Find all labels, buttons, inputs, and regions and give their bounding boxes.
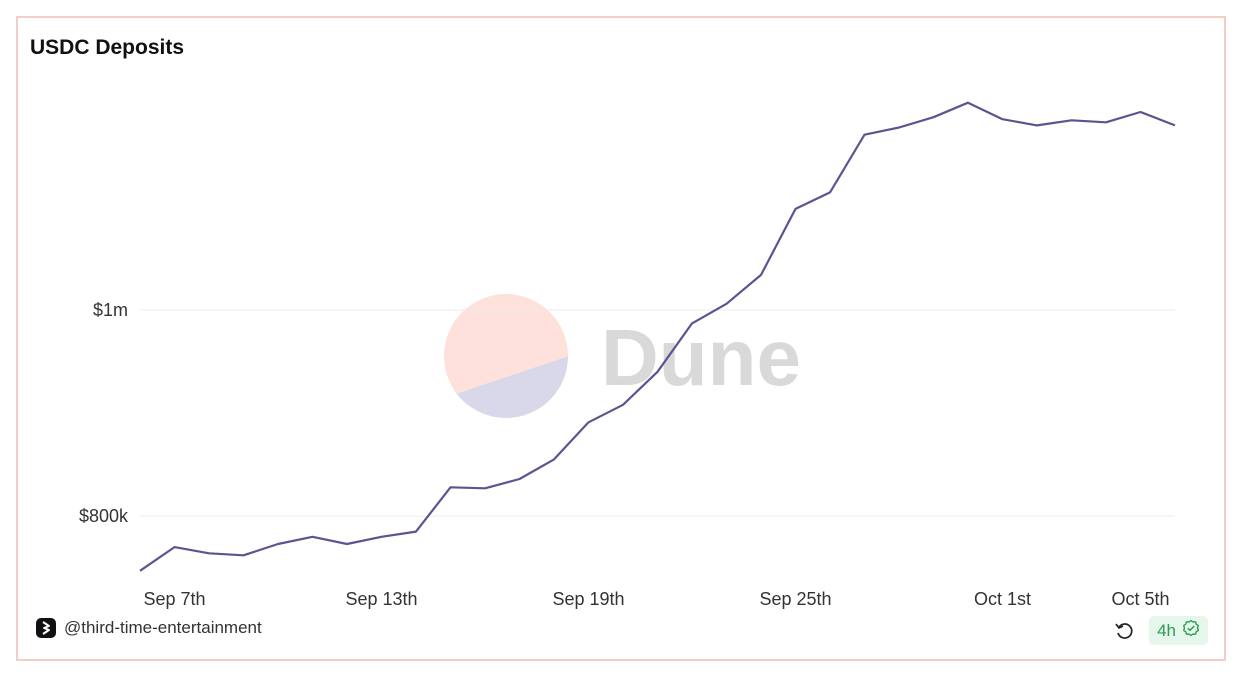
data-point[interactable] <box>792 205 800 213</box>
footer-actions: 4h <box>1113 616 1208 645</box>
data-point[interactable] <box>1033 121 1041 129</box>
y-axis: $800k $1m <box>79 300 129 526</box>
x-axis: Sep 7th Sep 13th Sep 19th Sep 25th Oct 1st Oc… <box>143 589 1169 609</box>
data-point[interactable] <box>688 319 696 327</box>
data-point[interactable] <box>930 113 938 121</box>
dune-logo-icon <box>36 618 56 638</box>
chart-title: USDC Deposits <box>30 36 185 59</box>
grid <box>140 309 1175 517</box>
data-point[interactable] <box>343 540 351 548</box>
data-point[interactable] <box>1137 108 1145 116</box>
x-tick-label: Oct 1st <box>974 589 1031 609</box>
data-point[interactable] <box>550 455 558 463</box>
data-point[interactable] <box>274 540 282 548</box>
data-point[interactable] <box>309 533 317 541</box>
data-point[interactable] <box>757 271 765 279</box>
data-point[interactable] <box>895 123 903 131</box>
data-point[interactable] <box>240 551 248 559</box>
chart-card: USDC Deposits Dune $800k $1m Sep 7th Sep 1… <box>16 16 1226 661</box>
data-point[interactable] <box>964 99 972 107</box>
y-tick-label: $1m <box>93 300 128 320</box>
data-point[interactable] <box>723 300 731 308</box>
author-attribution[interactable]: @third-time-entertainment <box>36 618 262 638</box>
data-point[interactable] <box>412 528 420 536</box>
data-point[interactable] <box>1068 116 1076 124</box>
series-group <box>136 99 1179 575</box>
data-point[interactable] <box>481 484 489 492</box>
data-point[interactable] <box>861 131 869 139</box>
refresh-icon[interactable] <box>1113 620 1135 642</box>
data-point[interactable] <box>205 549 213 557</box>
refresh-interval-label: 4h <box>1157 620 1176 640</box>
data-point[interactable] <box>136 567 144 575</box>
x-tick-label: Sep 7th <box>143 589 205 609</box>
data-point[interactable] <box>378 533 386 541</box>
x-tick-label: Sep 25th <box>759 589 831 609</box>
check-badge-icon <box>1182 619 1200 642</box>
data-point[interactable] <box>1102 118 1110 126</box>
watermark-text: Dune <box>601 313 801 402</box>
data-point[interactable] <box>999 115 1007 123</box>
x-tick-label: Oct 5th <box>1111 589 1169 609</box>
series-line[interactable] <box>139 101 1176 572</box>
data-point[interactable] <box>447 483 455 491</box>
data-point[interactable] <box>1171 121 1179 129</box>
x-tick-label: Sep 13th <box>345 589 417 609</box>
data-point[interactable] <box>585 418 593 426</box>
refresh-interval-badge[interactable]: 4h <box>1149 616 1208 645</box>
x-tick-label: Sep 19th <box>552 589 624 609</box>
data-point[interactable] <box>171 543 179 551</box>
author-handle[interactable]: @third-time-entertainment <box>64 618 262 637</box>
data-point[interactable] <box>826 188 834 196</box>
line-chart: Dune $800k$1m Sep 7th Sep 13th Sep 19th Sep… <box>79 99 1179 609</box>
data-point[interactable] <box>654 368 662 376</box>
y-tick-label: $800k <box>79 506 129 526</box>
data-point[interactable] <box>516 475 524 483</box>
data-point[interactable] <box>619 401 627 409</box>
